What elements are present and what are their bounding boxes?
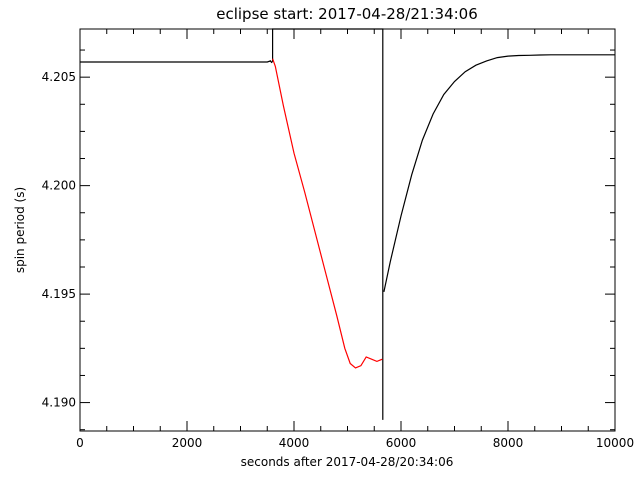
series-line-eclipse: [272, 58, 383, 369]
axis-ticks: 0 2000 4000 6000 8000 10000 4.190 4.195 4.200 4.2…: [42, 29, 634, 450]
plot-frame: [79, 28, 616, 432]
series-group: [80, 28, 615, 420]
y-tick-label: 4.195: [42, 287, 76, 301]
x-tick-label: 10000: [596, 436, 634, 450]
series-line-eclipse-flag: [272, 28, 384, 420]
y-tick-label: 4.190: [42, 396, 76, 410]
y-tick-label: 4.205: [42, 70, 76, 84]
x-tick-label: 4000: [279, 436, 310, 450]
y-tick-label: 4.200: [42, 179, 76, 193]
y-axis-label: spin period (s): [13, 187, 27, 273]
x-tick-label: 6000: [386, 436, 417, 450]
series-line-pre-eclipse: [80, 60, 273, 64]
x-tick-label: 8000: [493, 436, 524, 450]
series-line-post-eclipse: [383, 54, 615, 293]
x-tick-label: 2000: [172, 436, 203, 450]
x-tick-label: 0: [76, 436, 84, 450]
chart-title: eclipse start: 2017-04-28/21:34:06: [216, 5, 478, 23]
x-axis-label: seconds after 2017-04-28/20:34:06: [241, 455, 454, 469]
